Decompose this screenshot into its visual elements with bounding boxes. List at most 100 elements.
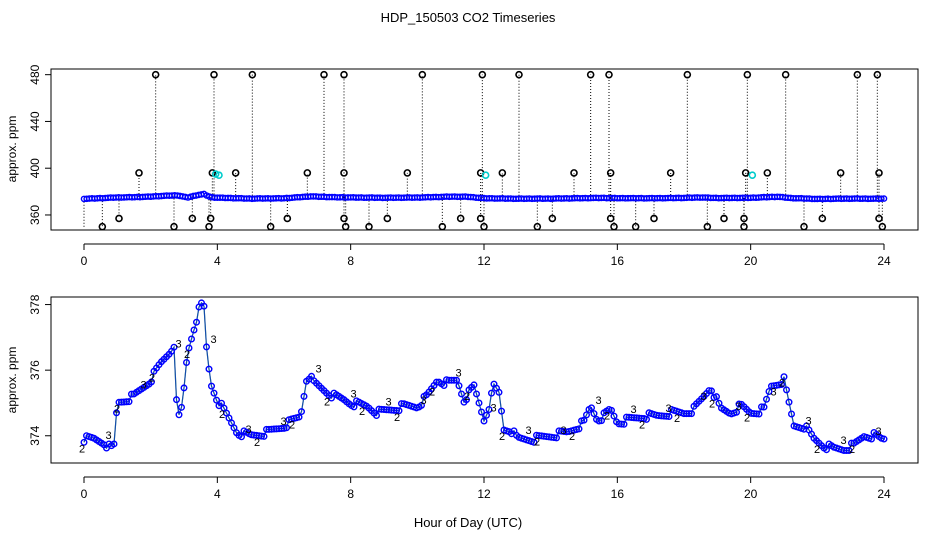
bottom-point-label: 3 bbox=[876, 426, 882, 438]
bottom-point-label: 2 bbox=[219, 409, 225, 421]
top-marker-point bbox=[875, 169, 883, 177]
bottom-point bbox=[180, 384, 188, 392]
bot-x-tick-label: 20 bbox=[744, 487, 758, 501]
top-marker-point bbox=[210, 70, 218, 79]
top-x-tick-label: 0 bbox=[81, 254, 88, 268]
bottom-point-label: 2 bbox=[114, 403, 120, 415]
bottom-point bbox=[190, 326, 198, 334]
bottom-point-label: 2 bbox=[429, 386, 435, 398]
top-x-tick-label: 12 bbox=[477, 254, 491, 268]
x-axis-label: Hour of Day (UTC) bbox=[414, 515, 522, 530]
bottom-point bbox=[418, 401, 426, 409]
bottom-point bbox=[470, 381, 478, 389]
top-marker-point bbox=[98, 222, 107, 231]
bottom-point bbox=[373, 412, 381, 420]
top-marker-point bbox=[283, 214, 292, 223]
top-stems bbox=[83, 74, 883, 228]
bottom-point bbox=[580, 416, 588, 424]
bottom-point-label: 3 bbox=[211, 334, 217, 346]
top-points bbox=[80, 70, 888, 231]
top-marker-point bbox=[875, 214, 883, 223]
bottom-point bbox=[205, 365, 213, 373]
bottom-point bbox=[485, 406, 493, 414]
bottom-point bbox=[550, 434, 558, 442]
bottom-point bbox=[663, 412, 671, 420]
bottom-point-label: 2 bbox=[604, 411, 610, 423]
bottom-y-axis-label: approx. ppm bbox=[5, 347, 19, 414]
bottom-point bbox=[868, 435, 876, 443]
bottom-point bbox=[733, 408, 741, 416]
bot-y-tick-label: 378 bbox=[28, 294, 42, 314]
bot-x-tick-label: 8 bbox=[347, 487, 354, 501]
top-x-tick-label: 24 bbox=[877, 254, 891, 268]
bottom-point-label: 2 bbox=[639, 420, 645, 432]
top-marker-point bbox=[743, 70, 752, 79]
bottom-point bbox=[880, 435, 888, 443]
top-marker-point bbox=[248, 70, 257, 79]
bottom-point-label: 3 bbox=[771, 386, 777, 398]
bottom-plot-frame bbox=[50, 296, 919, 464]
bottom-point bbox=[175, 411, 183, 419]
bottom-point-label: 3 bbox=[386, 396, 392, 408]
bottom-point-label: 2 bbox=[359, 406, 365, 418]
top-marker-point bbox=[586, 70, 595, 79]
bottom-point bbox=[530, 438, 538, 446]
bottom-point bbox=[463, 396, 471, 404]
bottom-point bbox=[210, 389, 218, 397]
bottom-point-label: 3 bbox=[631, 404, 637, 416]
top-marker-point bbox=[703, 222, 712, 231]
bottom-point bbox=[182, 359, 190, 367]
bottom-point bbox=[590, 410, 598, 418]
top-marker-point bbox=[208, 169, 217, 177]
bottom-point bbox=[553, 434, 561, 442]
bottom-point bbox=[212, 396, 220, 404]
bottom-point bbox=[760, 403, 768, 411]
top-marker-point bbox=[720, 214, 728, 223]
bottom-point bbox=[685, 410, 693, 418]
top-x-tick-label: 20 bbox=[744, 254, 758, 268]
top-marker-point bbox=[666, 169, 675, 177]
top-marker-point bbox=[205, 222, 213, 231]
top-y-axis-label: approx. ppm bbox=[5, 116, 19, 183]
bottom-point bbox=[608, 406, 616, 414]
bot-y-tick-label: 376 bbox=[28, 360, 42, 380]
bottom-point bbox=[202, 343, 210, 351]
top-plot-frame bbox=[50, 68, 919, 231]
top-marker-point bbox=[340, 70, 348, 79]
bottom-point-label: 3 bbox=[281, 416, 287, 428]
bottom-point bbox=[823, 446, 831, 454]
bot-x-tick-label: 4 bbox=[214, 487, 221, 501]
bottom-point bbox=[393, 407, 401, 415]
top-marker-point bbox=[438, 222, 447, 231]
bottom-point bbox=[780, 373, 788, 381]
bottom-point bbox=[610, 412, 618, 420]
top-marker-point bbox=[365, 222, 373, 231]
top-marker-point bbox=[498, 169, 507, 177]
bottom-point-label: 3 bbox=[106, 430, 112, 442]
bottom-point-label: 3 bbox=[456, 367, 462, 379]
bottom-point bbox=[665, 412, 673, 420]
bottom-point-label: 3 bbox=[246, 424, 252, 436]
bottom-series-line-green bbox=[83, 301, 885, 452]
bottom-point bbox=[440, 381, 448, 389]
bottom-point bbox=[618, 420, 626, 428]
bottom-point bbox=[788, 410, 796, 418]
bottom-point bbox=[785, 398, 793, 406]
top-marker-point bbox=[115, 214, 123, 223]
top-marker-point bbox=[151, 70, 160, 79]
bottom-point-label: 3 bbox=[526, 425, 532, 437]
bottom-point bbox=[688, 410, 696, 418]
top-marker-point bbox=[606, 214, 615, 223]
bottom-point-label: 2 bbox=[464, 391, 470, 403]
top-marker-point bbox=[740, 222, 748, 231]
bottom-point-label: 3 bbox=[841, 435, 847, 447]
top-marker-point bbox=[605, 70, 613, 79]
bottom-point bbox=[453, 376, 461, 384]
bottom-point bbox=[475, 399, 483, 407]
bottom-axes: 0 4 8 12 16 20 24 374 376 378 bbox=[28, 294, 891, 501]
bottom-point bbox=[170, 343, 178, 351]
top-marker-point bbox=[800, 222, 808, 231]
bottom-point bbox=[110, 440, 118, 448]
